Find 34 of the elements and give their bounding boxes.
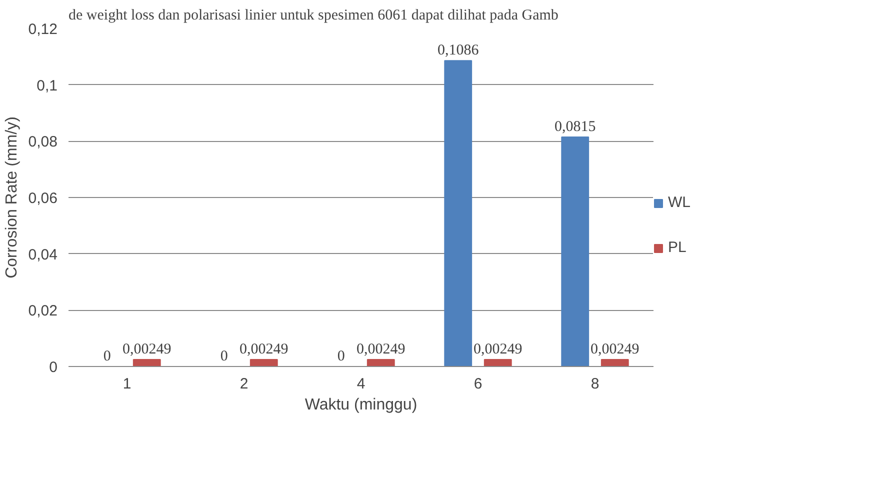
- legend-label: WL: [668, 194, 690, 211]
- y-tick-label: 0,02: [28, 302, 58, 320]
- x-tick-label: 8: [590, 376, 600, 392]
- y-axis-title: Corrosion Rate (mm/y): [3, 116, 20, 278]
- y-tick-label: 0,12: [28, 21, 58, 38]
- data-label: 0: [103, 348, 111, 364]
- y-tick-label: 0,1: [36, 77, 58, 94]
- data-label: 0,1086: [437, 42, 480, 59]
- x-tick-label: 2: [240, 376, 248, 392]
- bar: [132, 358, 161, 366]
- data-label: 0,00249: [240, 341, 288, 358]
- data-label: 0,00249: [122, 341, 172, 358]
- bar: [366, 358, 395, 366]
- y-tick-label: 0: [49, 359, 58, 376]
- data-label: 0: [220, 348, 228, 364]
- x-tick-label: 1: [122, 376, 132, 392]
- bar: [561, 136, 590, 366]
- data-label: 0,00249: [474, 341, 522, 358]
- legend-label: PL: [668, 239, 688, 256]
- data-label: 0,00249: [590, 341, 640, 358]
- data-label: 0,00249: [356, 341, 406, 358]
- bar: [444, 60, 472, 366]
- bar: [600, 358, 629, 366]
- data-label: 0,0815: [554, 118, 596, 135]
- x-tick-label: 4: [356, 376, 366, 392]
- y-tick-label: 0,08: [28, 134, 58, 151]
- y-tick-label: 0,04: [28, 246, 58, 264]
- bar: [484, 358, 512, 366]
- text: de weight loss dan polarisasi linier untuk spesimen 6061 dapat dilihat pada Gamb: [68, 8, 558, 24]
- data-label: 0: [337, 348, 345, 364]
- x-tick-label: 6: [474, 376, 482, 392]
- y-tick-label: 0,06: [28, 190, 58, 207]
- x-axis-title: Waktu (minggu): [304, 396, 418, 414]
- bar: [250, 358, 278, 366]
